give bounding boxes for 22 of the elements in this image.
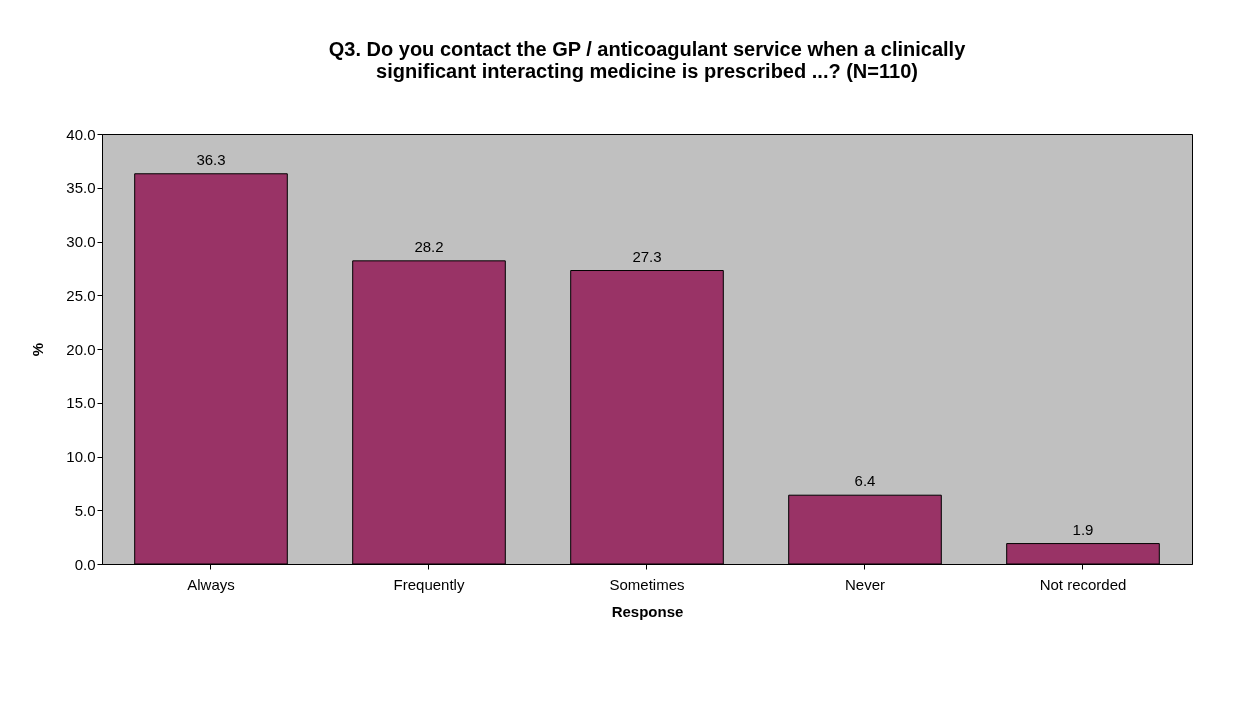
x-tick-label: Sometimes [609, 575, 685, 593]
y-axis-title: % [29, 342, 47, 357]
y-tick-label: 10.0 [66, 448, 96, 465]
x-tick-label: Not recorded [1039, 575, 1127, 593]
data-label: 27.3 [632, 247, 662, 265]
y-tick-label: 40.0 [66, 125, 96, 143]
y-tick-label: 20.0 [66, 340, 96, 358]
data-label: 36.3 [196, 150, 226, 168]
x-tick-label: Frequently [393, 575, 465, 593]
x-tick-label: Always [187, 575, 235, 593]
data-label: 6.4 [854, 472, 876, 490]
y-tick-label: 35.0 [66, 179, 96, 197]
chart-title: Q3. Do you contact the GP / anticoagulant service when a clinically significant interacting medicine is prescribed ...? (N=110) [328, 38, 967, 82]
y-tick-label: 5.0 [74, 501, 96, 519]
x-axis-title: Response [611, 602, 684, 620]
data-label: 1.9 [1072, 520, 1094, 538]
x-tick-label: Never [844, 575, 886, 593]
y-tick-label: 30.0 [66, 233, 96, 250]
y-tick-label: 25.0 [66, 286, 96, 304]
y-tick-label: 15.0 [66, 394, 96, 412]
y-tick-label: 0.0 [74, 555, 96, 573]
data-label: 28.2 [414, 237, 444, 255]
